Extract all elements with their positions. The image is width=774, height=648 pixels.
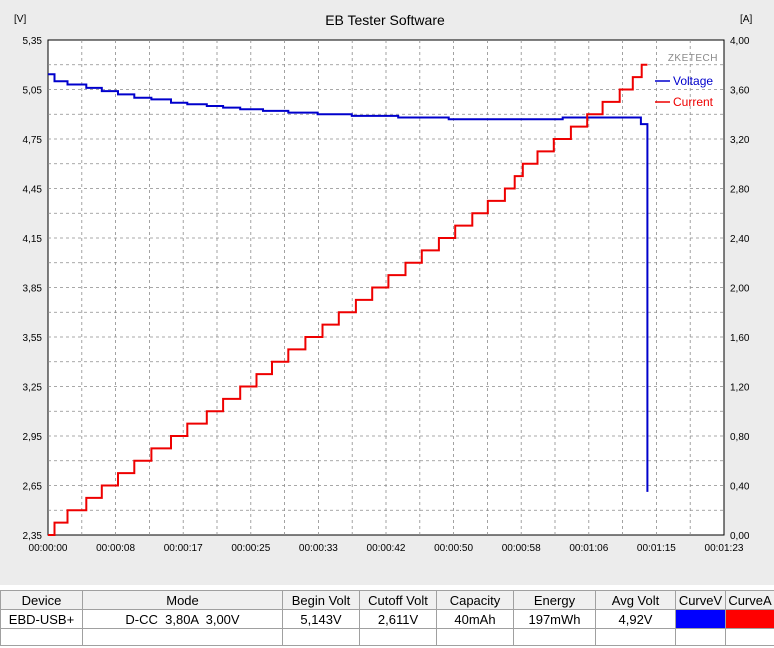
- cell-begin-volt: 5,143V: [282, 609, 360, 629]
- chart-area: 5,35 5,05 4,75 4,45 4,15 3,85 3,55 3,25 2,95 2,65…: [0, 0, 774, 585]
- cell-device: EBD-USB+: [0, 609, 83, 629]
- chart-title: EB Tester Software: [325, 12, 445, 28]
- cell-energy: 197mWh: [513, 609, 596, 629]
- cell-cutoff-volt: 2,611V: [359, 609, 437, 629]
- y-right-tick-label: 0,00: [730, 531, 750, 542]
- curve-v-swatch[interactable]: [675, 609, 726, 629]
- header-device[interactable]: Device: [0, 590, 83, 610]
- y-right-unit: [A]: [740, 14, 752, 25]
- y-left-tick-label: 2,65: [23, 482, 43, 493]
- y-left-tick-label: 5,35: [23, 36, 43, 47]
- y-left-tick-label: 5,05: [23, 86, 43, 97]
- header-begin-volt[interactable]: Begin Volt: [282, 590, 360, 610]
- info-table: Device Mode Begin Volt Cutoff Volt Capac…: [0, 590, 774, 646]
- table-header-row: Device Mode Begin Volt Cutoff Volt Capac…: [0, 590, 774, 610]
- y-right-tick-label: 2,80: [730, 185, 750, 196]
- x-tick-label: 00:01:15: [637, 543, 676, 554]
- x-tick-label: 00:00:17: [164, 543, 203, 554]
- header-mode[interactable]: Mode: [82, 590, 283, 610]
- y-left-tick-label: 3,25: [23, 383, 43, 394]
- y-right-tick-label: 3,20: [730, 135, 750, 146]
- y-right-tick-label: 4,00: [730, 36, 750, 47]
- legend-label-voltage: Voltage: [673, 74, 713, 88]
- cell-avg-volt: 4,92V: [595, 609, 676, 629]
- table-row[interactable]: EBD-USB+ D-CC 3,80A 3,00V 5,143V 2,611V …: [0, 609, 774, 629]
- series-line-voltage: [48, 73, 649, 492]
- header-curve-v[interactable]: CurveV: [675, 590, 726, 610]
- x-tick-label: 00:00:25: [231, 543, 270, 554]
- x-tick-label: 00:00:33: [299, 543, 338, 554]
- x-tick-label: 00:00:08: [96, 543, 135, 554]
- header-avg-volt[interactable]: Avg Volt: [595, 590, 676, 610]
- y-right-tick-label: 0,40: [730, 482, 750, 493]
- x-tick-label: 00:00:50: [434, 543, 473, 554]
- table-row-empty: [0, 628, 774, 646]
- y-left-tick-label: 4,75: [23, 135, 43, 146]
- y-left-tick-label: 2,95: [23, 432, 43, 443]
- cell-capacity: 40mAh: [436, 609, 514, 629]
- y-right-tick-label: 1,60: [730, 333, 750, 344]
- x-tick-label: 00:01:23: [705, 543, 744, 554]
- header-cutoff-volt[interactable]: Cutoff Volt: [359, 590, 437, 610]
- cell-mode: D-CC 3,80A 3,00V: [82, 609, 283, 629]
- y-left-tick-label: 3,55: [23, 333, 43, 344]
- curve-a-swatch[interactable]: [725, 609, 774, 629]
- y-left-tick-label: 4,15: [23, 234, 43, 245]
- y-left-tick-label: 2,35: [23, 531, 43, 542]
- x-tick-label: 00:00:42: [367, 543, 406, 554]
- legend-label-current: Current: [673, 95, 714, 109]
- x-tick-label: 00:00:58: [502, 543, 541, 554]
- y-right-tick-label: 2,00: [730, 284, 750, 295]
- y-right-tick-label: 0,80: [730, 432, 750, 443]
- chart-svg: 5,35 5,05 4,75 4,45 4,15 3,85 3,55 3,25 2,95 2,65…: [14, 12, 752, 554]
- series-line-current: [48, 63, 648, 536]
- y-left-unit: [V]: [14, 14, 26, 25]
- y-left-tick-label: 3,85: [23, 284, 43, 295]
- header-curve-a[interactable]: CurveA: [725, 590, 774, 610]
- header-energy[interactable]: Energy: [513, 590, 596, 610]
- y-left-tick-label: 4,45: [23, 185, 43, 196]
- y-right-tick-label: 1,20: [730, 383, 750, 394]
- y-right-tick-label: 3,60: [730, 86, 750, 97]
- x-tick-label: 00:00:00: [29, 543, 68, 554]
- y-right-tick-label: 2,40: [730, 234, 750, 245]
- brand-label: ZKETECH: [668, 53, 718, 64]
- header-capacity[interactable]: Capacity: [436, 590, 514, 610]
- x-tick-label: 00:01:06: [569, 543, 608, 554]
